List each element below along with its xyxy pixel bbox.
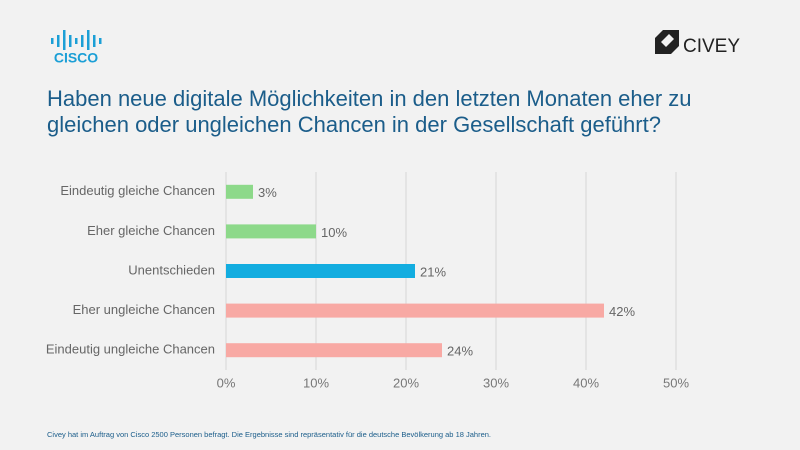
- x-tick-label: 40%: [573, 375, 599, 390]
- y-tick-label: Eher ungleiche Chancen: [73, 302, 215, 317]
- bar: [226, 343, 442, 358]
- x-tick-label: 30%: [483, 375, 509, 390]
- x-tick-label: 50%: [663, 375, 689, 390]
- chart-title: Haben neue digitale Möglichkeiten in den…: [47, 86, 692, 137]
- bar: [226, 303, 604, 318]
- bar: [226, 224, 316, 239]
- value-label: 21%: [420, 264, 446, 279]
- bar: [226, 184, 253, 199]
- bar: [226, 264, 415, 278]
- value-label: 42%: [609, 304, 635, 319]
- value-label: 10%: [321, 225, 347, 240]
- x-tick-label: 20%: [393, 375, 419, 390]
- y-tick-label: Eher gleiche Chancen: [87, 223, 215, 238]
- cisco-logo: [51, 30, 102, 50]
- y-tick-label: Eindeutig ungleiche Chancen: [46, 342, 215, 357]
- y-tick-label: Eindeutig gleiche Chancen: [60, 183, 215, 198]
- value-label: 24%: [447, 344, 473, 359]
- cisco-text: CISCO: [54, 50, 98, 66]
- x-tick-label: 10%: [303, 375, 329, 390]
- value-label: 3%: [258, 185, 277, 200]
- footer: Civey hat im Auftrag von Cisco 2500 Pers…: [47, 430, 492, 439]
- x-tick-label: 0%: [217, 375, 236, 390]
- y-tick-label: Unentschieden: [128, 262, 215, 277]
- civey-logo: [655, 30, 679, 54]
- civey-text: CIVEY: [683, 36, 740, 57]
